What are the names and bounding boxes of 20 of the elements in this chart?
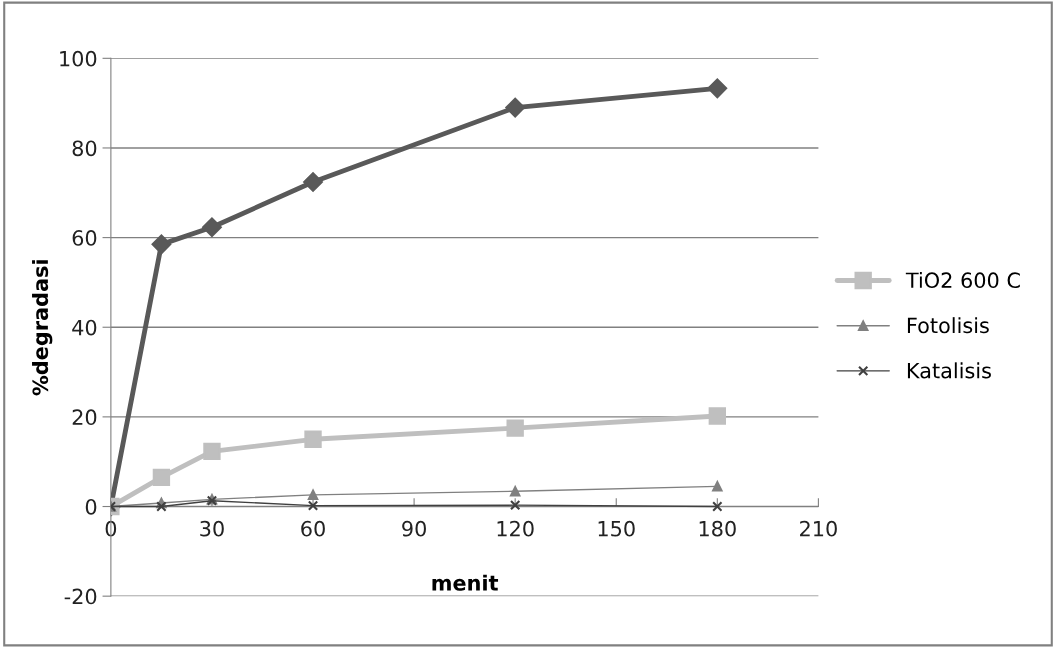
x-tick-label: 0 — [105, 520, 117, 537]
x-tick-label: 60 — [301, 520, 325, 537]
x-tick-label: 180 — [699, 520, 736, 537]
y-tick-label: 60 — [72, 230, 97, 246]
y-tick-label: -20 — [64, 588, 97, 605]
x-tick-label: 150 — [598, 520, 635, 537]
x-axis-title: menit — [432, 574, 499, 591]
y-axis-title: %degradasi — [32, 260, 53, 396]
x-tick-label: 90 — [402, 520, 426, 537]
y-tick-label: 0 — [85, 498, 97, 515]
y-tick-label: 40 — [72, 319, 97, 336]
legend-label: TiO2 600 C — [905, 272, 1020, 289]
y-tick-label: 80 — [72, 140, 97, 157]
x-tick-label: 120 — [497, 520, 534, 537]
y-tick-label: 100 — [60, 50, 97, 67]
y-tick-label: 20 — [72, 409, 97, 426]
legend-label: Fotolisis — [907, 317, 989, 334]
x-tick-label: 30 — [200, 520, 224, 537]
legend-label: Katalisis — [907, 362, 991, 379]
x-tick-label: 210 — [800, 520, 837, 537]
